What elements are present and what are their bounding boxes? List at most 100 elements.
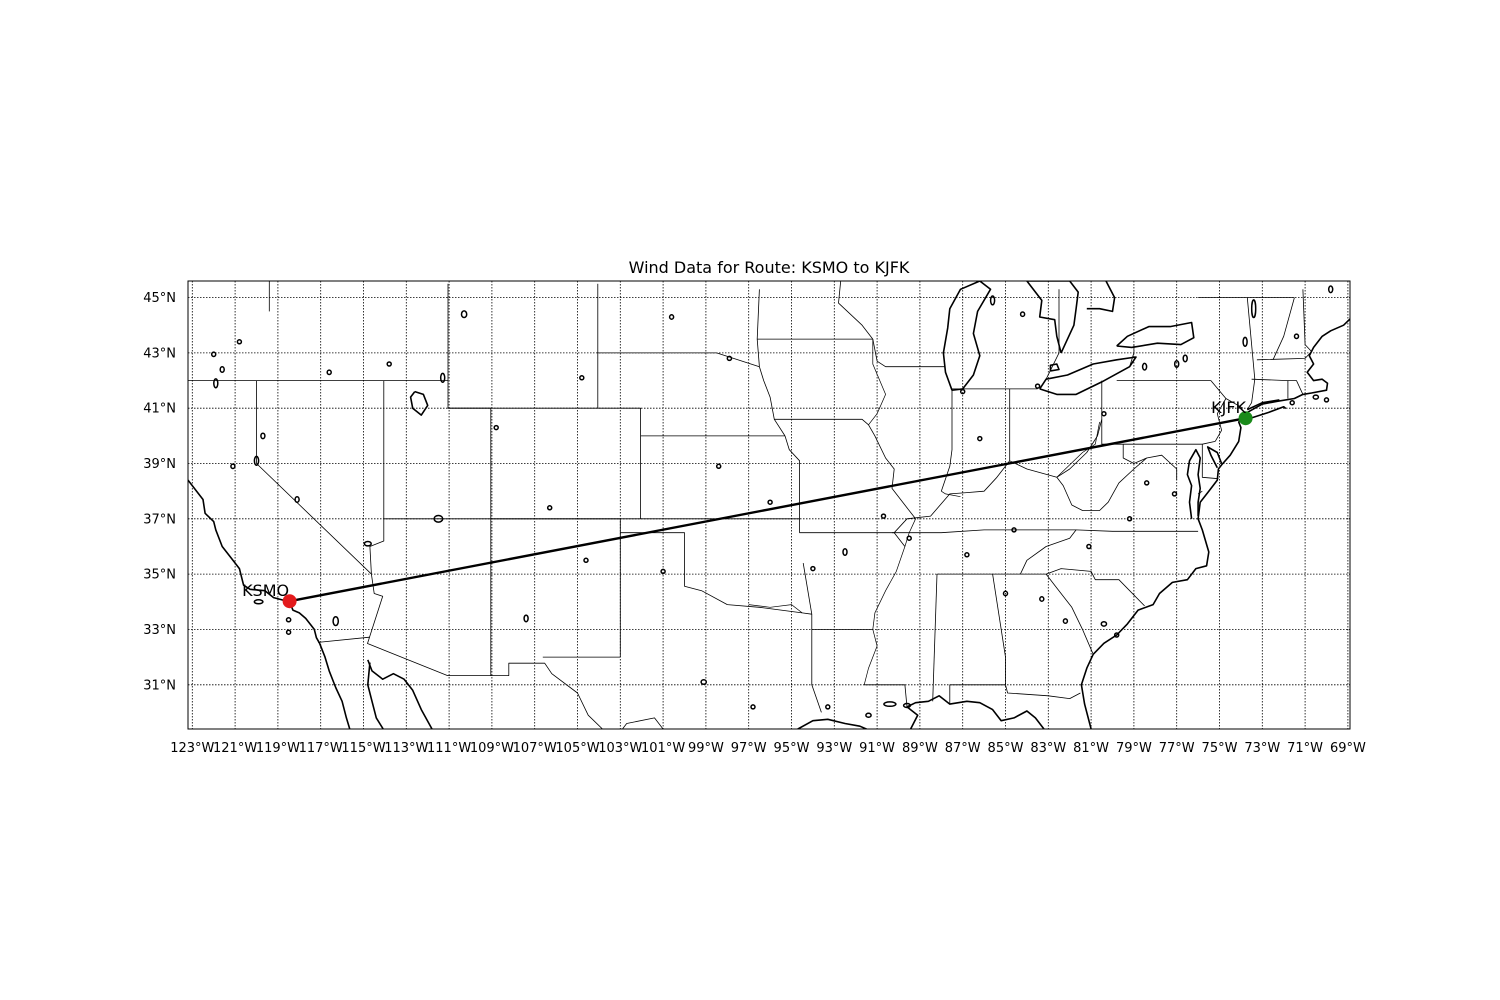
origin-label: KSMO	[242, 581, 289, 600]
route-line	[289, 417, 1246, 603]
border-segment	[906, 454, 1178, 520]
lake-outline	[260, 432, 266, 440]
state-borders	[188, 281, 1312, 729]
lake-outline	[883, 701, 897, 708]
lake-outline	[363, 540, 372, 547]
lon-tick-label: 113°W	[384, 741, 428, 756]
coastline-segment	[188, 478, 351, 729]
lake-outline	[1312, 394, 1320, 400]
lake-outline	[880, 513, 887, 519]
lake-outline	[1101, 410, 1107, 417]
border-segment	[1056, 419, 1103, 478]
coastline-segment	[1186, 448, 1201, 519]
border-segment	[1246, 297, 1256, 410]
lake-outline	[236, 339, 243, 345]
lon-tick-label: 93°W	[816, 741, 852, 756]
lon-tick-label: 91°W	[859, 741, 895, 756]
lon-tick-label: 109°W	[470, 741, 514, 756]
lake-outline	[332, 615, 340, 627]
lake-outline	[842, 547, 848, 557]
lake-outline	[906, 535, 912, 541]
border-segment	[1122, 444, 1147, 464]
lon-tick-label: 87°W	[945, 741, 981, 756]
route-layer: KSMO KJFK	[242, 398, 1253, 609]
destination-label: KJFK	[1211, 398, 1246, 417]
destination-marker	[1238, 411, 1253, 426]
lon-tick-label: 115°W	[341, 741, 385, 756]
lake-outline	[1293, 333, 1300, 340]
border-segment	[1251, 378, 1289, 399]
coastline-segment	[1206, 446, 1223, 469]
axis-ticks: 123°W121°W119°W117°W115°W113°W111°W109°W…	[143, 291, 1366, 756]
lake-outline	[230, 463, 236, 470]
lat-tick-label: 45°N	[143, 291, 176, 306]
coastline-segment	[409, 390, 429, 416]
lake-outline	[285, 617, 292, 623]
lon-tick-label: 97°W	[731, 741, 767, 756]
lon-tick-label: 83°W	[1030, 741, 1066, 756]
lake-outline	[523, 614, 529, 623]
lake-outline	[213, 378, 219, 389]
coastline-segment	[1246, 399, 1280, 411]
lon-tick-label: 77°W	[1159, 741, 1195, 756]
border-segment	[868, 424, 916, 520]
border-segment	[864, 684, 908, 707]
lake-outline	[1327, 285, 1334, 294]
border-segment	[369, 574, 384, 638]
border-segment	[838, 281, 874, 340]
lon-tick-label: 101°W	[641, 741, 685, 756]
border-segment	[863, 518, 916, 685]
lake-outline	[1100, 620, 1108, 627]
border-segment	[992, 568, 1145, 607]
lon-tick-label: 117°W	[299, 741, 343, 756]
lake-outline	[1323, 397, 1330, 403]
lon-tick-label: 105°W	[555, 741, 599, 756]
lon-tick-label: 107°W	[513, 741, 557, 756]
lake-outline	[579, 375, 585, 381]
border-segment	[799, 518, 906, 547]
lake-outline	[902, 702, 912, 709]
lon-tick-label: 121°W	[213, 741, 257, 756]
lake-outline	[1182, 354, 1188, 363]
border-segment	[1201, 444, 1219, 480]
coastline-segment	[1039, 356, 1137, 396]
coastline-segment	[1116, 321, 1195, 349]
border-segment	[1272, 297, 1295, 360]
lake-outline	[1086, 543, 1092, 550]
lake-outline	[386, 361, 392, 367]
border-segment	[1016, 281, 1017, 282]
lake-outline	[1289, 399, 1295, 406]
lake-outline	[493, 424, 499, 431]
lon-tick-label: 103°W	[598, 741, 642, 756]
lon-tick-label: 79°W	[1116, 741, 1152, 756]
border-segment	[1116, 380, 1244, 409]
lake-outline	[1250, 299, 1257, 319]
lon-tick-label: 119°W	[256, 741, 300, 756]
lake-outline	[326, 369, 332, 376]
lon-tick-label: 111°W	[427, 741, 471, 756]
lat-tick-label: 43°N	[143, 346, 176, 361]
map-title: Wind Data for Route: KSMO to KJFK	[629, 258, 910, 277]
lake-outline	[715, 463, 722, 470]
lake-outline	[1143, 480, 1150, 486]
border-segment	[748, 604, 803, 614]
lake-outline	[825, 704, 831, 710]
lake-outline	[989, 295, 996, 306]
lake-outline	[726, 355, 733, 362]
coastline-segment	[1240, 317, 1350, 419]
border-segment	[369, 380, 385, 575]
lake-outline	[1034, 383, 1041, 389]
lake-outline	[750, 704, 756, 710]
map-frame	[187, 280, 1351, 730]
border-segment	[490, 518, 812, 615]
border-segment	[932, 574, 938, 702]
gridlines	[188, 281, 1350, 729]
lake-outline	[253, 455, 260, 466]
lake-outline	[810, 565, 816, 572]
lake-outline	[439, 372, 446, 383]
border-segment	[940, 388, 953, 492]
lake-outline	[977, 435, 983, 442]
border-segment	[892, 529, 1199, 534]
coastline-segment	[1080, 406, 1287, 729]
lon-tick-label: 69°W	[1330, 741, 1366, 756]
